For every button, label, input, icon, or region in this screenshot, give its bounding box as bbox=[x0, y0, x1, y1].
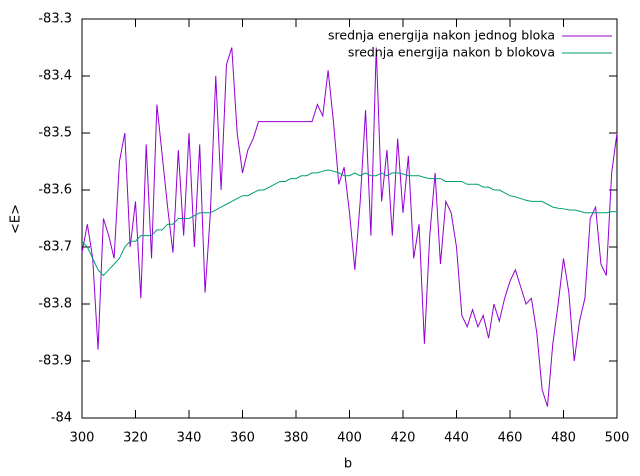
y-tick-label: -83.3 bbox=[38, 12, 72, 27]
x-tick-label: 300 bbox=[70, 431, 95, 446]
x-tick-label: 420 bbox=[391, 431, 416, 446]
plot-frame bbox=[81, 18, 618, 419]
x-tick-label: 480 bbox=[551, 431, 576, 446]
y-tick-label: -84 bbox=[51, 411, 72, 426]
x-tick-label: 320 bbox=[123, 431, 148, 446]
x-axis-label: b bbox=[344, 457, 352, 472]
x-tick-label: 500 bbox=[605, 431, 630, 446]
x-tick-label: 360 bbox=[230, 431, 255, 446]
y-axis-label: <E> bbox=[9, 204, 24, 234]
x-tick-label: 460 bbox=[498, 431, 523, 446]
legend-label: srednja energija nakon b blokova bbox=[348, 45, 555, 60]
y-tick-label: -83.8 bbox=[38, 297, 72, 312]
series-line bbox=[81, 169, 617, 277]
y-tick-label: -83.5 bbox=[38, 126, 72, 141]
x-tick-label: 440 bbox=[444, 431, 469, 446]
x-tick-label: 400 bbox=[337, 431, 362, 446]
y-tick-label: -83.7 bbox=[38, 240, 72, 255]
series-line bbox=[81, 47, 618, 407]
x-tick-label: 380 bbox=[284, 431, 309, 446]
legend-label: srednja energija nakon jednog bloka bbox=[328, 28, 555, 43]
x-tick-label: 340 bbox=[177, 431, 202, 446]
y-tick-label: -83.4 bbox=[38, 69, 72, 84]
y-tick-label: -83.9 bbox=[38, 354, 72, 369]
y-tick-label: -83.6 bbox=[38, 183, 72, 198]
